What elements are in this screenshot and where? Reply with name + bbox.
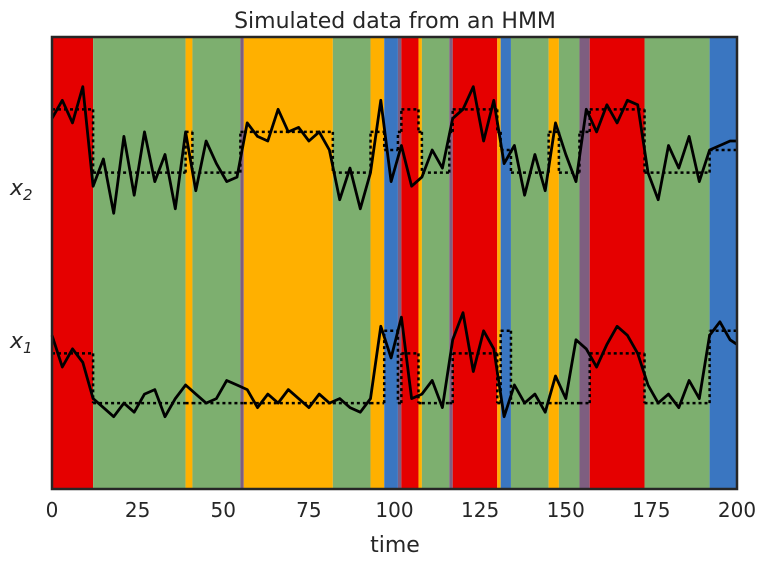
x-tick-label: 175: [632, 498, 670, 522]
x-axis-label: time: [370, 533, 420, 558]
state-segment-yellow: [185, 37, 193, 489]
series-line-1: [50, 85, 737, 215]
state-segment-red: [452, 37, 498, 489]
series-line-2: [50, 311, 738, 419]
x-tick-label: 75: [296, 498, 321, 522]
x-axis-ticks: 0 25 50 75 100 125 150 175 200: [46, 498, 756, 522]
state-segment-blue: [709, 37, 737, 489]
x-tick-label: 25: [125, 498, 150, 522]
y-tick-label: x1: [9, 329, 33, 357]
state-segment-green: [93, 37, 186, 489]
state-segment-blue: [500, 37, 511, 489]
x-tick-label: 100: [375, 498, 413, 522]
state-segment-purple: [397, 37, 402, 489]
x-tick-label: 125: [461, 498, 499, 522]
state-segment-green: [510, 37, 549, 489]
observation-series: [50, 85, 738, 419]
state-segment-green: [558, 37, 580, 489]
state-segment-yellow: [418, 37, 422, 489]
state-segment-purple: [579, 37, 590, 489]
x-tick-label: 50: [211, 498, 236, 522]
state-segment-green: [192, 37, 241, 489]
y-axis-ticks: x1 x2: [9, 176, 33, 357]
state-segment-green: [421, 37, 450, 489]
plot-frame: [50, 35, 739, 491]
state-segment-red: [401, 37, 419, 489]
state-segment-purple: [449, 37, 453, 489]
state-segment-yellow: [548, 37, 559, 489]
state-segment-red: [589, 37, 645, 489]
state-segment-yellow: [497, 37, 501, 489]
state-segment-green: [332, 37, 371, 489]
x-tick-label: 0: [46, 498, 59, 522]
x-tick-label: 150: [547, 498, 585, 522]
y-tick-label: x2: [9, 176, 33, 204]
chart-title: Simulated data from an HMM: [234, 9, 556, 34]
state-segment-green: [644, 37, 710, 489]
state-segment-yellow: [243, 37, 333, 489]
state-segment-purple: [240, 37, 244, 489]
x-tick-label: 200: [718, 498, 756, 522]
state-background: [52, 37, 737, 489]
state-segment-blue: [384, 37, 398, 489]
